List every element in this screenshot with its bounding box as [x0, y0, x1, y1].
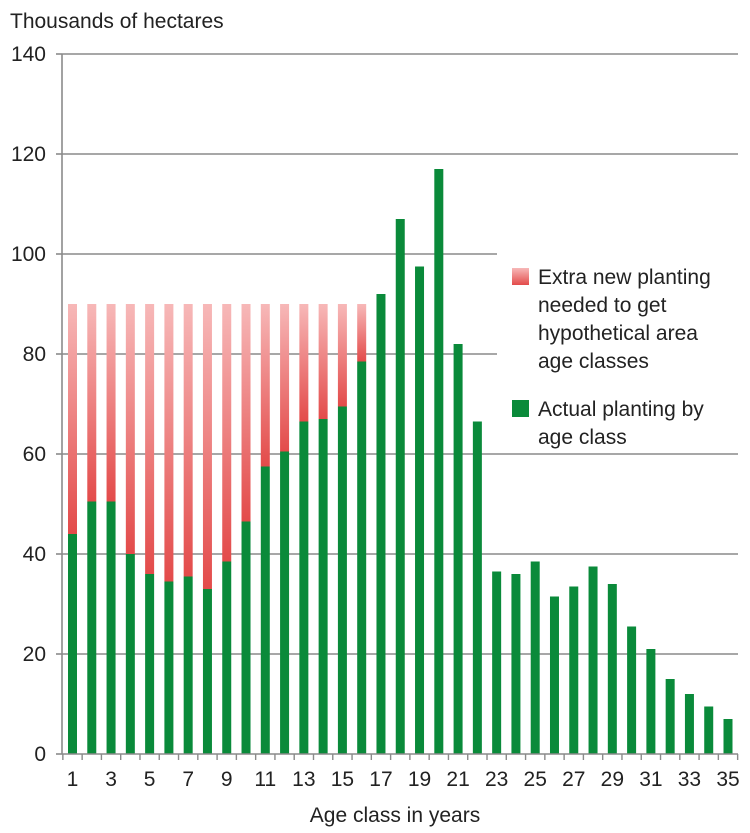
y-tick-label: 140: [11, 43, 46, 66]
legend-label-actual: age class: [538, 426, 627, 449]
bar-actual-planting: [549, 596, 559, 754]
bar-actual-planting: [337, 406, 347, 754]
x-tick-label: 3: [105, 768, 117, 791]
bar-extra-planting: [299, 304, 309, 422]
bar-actual-planting: [183, 576, 193, 754]
x-tick-label: 19: [408, 768, 431, 791]
bar-extra-planting: [318, 304, 328, 419]
bar-actual-planting: [68, 534, 77, 754]
y-axis-title: Thousands of hectares: [10, 10, 224, 33]
bar-actual-planting: [87, 501, 97, 754]
x-tick-label: 5: [144, 768, 156, 791]
bar-extra-planting: [183, 304, 193, 577]
bar-actual-planting: [723, 719, 733, 754]
bar-actual-planting: [415, 266, 425, 754]
axes: [56, 53, 739, 760]
legend-swatch-extra: [512, 268, 529, 285]
y-tick-label: 100: [11, 243, 46, 266]
bar-actual-planting: [472, 421, 482, 754]
y-tick-label: 120: [11, 143, 46, 166]
bar-actual-planting: [607, 584, 617, 754]
x-tick-label: 29: [601, 768, 624, 791]
bar-actual-planting: [453, 344, 463, 754]
bar-actual-planting: [318, 419, 328, 754]
bar-extra-planting: [280, 304, 290, 452]
x-tick-label: 1: [67, 768, 79, 791]
bar-actual-planting: [222, 561, 232, 754]
bar-actual-planting: [684, 694, 694, 754]
x-tick-label: 11: [254, 768, 276, 791]
bar-extra-planting: [145, 304, 155, 574]
x-tick-label: 7: [182, 768, 194, 791]
bar-extra-planting: [241, 304, 251, 522]
bar-actual-planting: [164, 581, 174, 754]
bar-extra-planting: [222, 304, 232, 562]
bar-actual-planting: [588, 566, 598, 754]
bar-actual-planting: [395, 219, 405, 754]
bar-actual-planting: [299, 421, 309, 754]
y-tick-label: 80: [23, 343, 46, 366]
bar-extra-planting: [337, 304, 347, 407]
x-tick-label: 21: [446, 768, 469, 791]
bar-extra-planting: [260, 304, 270, 467]
legend-label-extra: age classes: [538, 350, 649, 373]
bar-actual-planting: [280, 451, 290, 754]
bar-actual-planting: [492, 571, 502, 754]
bar-actual-planting: [357, 361, 367, 754]
bar-actual-planting: [434, 169, 444, 754]
legend: Extra new planting needed to get hypotheti…: [512, 266, 711, 449]
legend-label-extra: hypothetical area: [538, 322, 698, 345]
x-tick-label: 27: [562, 768, 585, 791]
x-tick-label: 9: [221, 768, 233, 791]
x-tick-label: 17: [369, 768, 392, 791]
bar-extra-planting: [68, 304, 77, 534]
y-tick-label: 40: [23, 543, 46, 566]
bar-actual-planting: [646, 649, 656, 754]
bar-actual-planting: [627, 626, 637, 754]
x-axis-title: Age class in years: [310, 804, 480, 827]
bar-actual-planting: [202, 589, 212, 754]
y-tick-label: 20: [23, 643, 46, 666]
bar-actual-planting: [376, 294, 386, 754]
bar-actual-planting: [530, 561, 540, 754]
bar-actual-planting: [511, 574, 521, 754]
bar-actual-planting: [260, 466, 270, 754]
x-tick-label: 31: [639, 768, 662, 791]
legend-label-extra: Extra new planting: [538, 266, 711, 289]
legend-label-actual: Actual planting by: [538, 398, 704, 421]
bar-actual-planting: [106, 501, 116, 754]
bar-extra-planting: [164, 304, 174, 582]
legend-label-extra: needed to get: [538, 294, 667, 317]
x-tick-label: 23: [485, 768, 508, 791]
x-tick-label: 13: [292, 768, 315, 791]
bar-actual-planting: [145, 574, 155, 754]
x-tick-label: 35: [716, 768, 739, 791]
bar-actual-planting: [241, 521, 251, 754]
bar-actual-planting: [569, 586, 579, 754]
x-tick-label: 15: [331, 768, 354, 791]
bars: [68, 169, 733, 754]
bar-actual-planting: [125, 554, 135, 754]
x-tick-label: 33: [678, 768, 701, 791]
legend-swatch-actual: [512, 400, 529, 417]
y-tick-label: 0: [34, 743, 46, 766]
bar-actual-planting: [704, 706, 714, 754]
x-tick-label: 25: [524, 768, 547, 791]
y-tick-label: 60: [23, 443, 46, 466]
bar-extra-planting: [202, 304, 212, 589]
y-tick-labels: 0 20 40 60 80 100 120 140: [11, 43, 46, 766]
bar-extra-planting: [357, 304, 367, 362]
bar-extra-planting: [125, 304, 135, 554]
bar-extra-planting: [106, 304, 116, 502]
bar-actual-planting: [665, 679, 675, 754]
x-tick-labels: 1 3 5 7 9 11 13 15 17 19 21 23 25 27 29 31 33 35: [67, 768, 740, 791]
bar-extra-planting: [87, 304, 97, 502]
